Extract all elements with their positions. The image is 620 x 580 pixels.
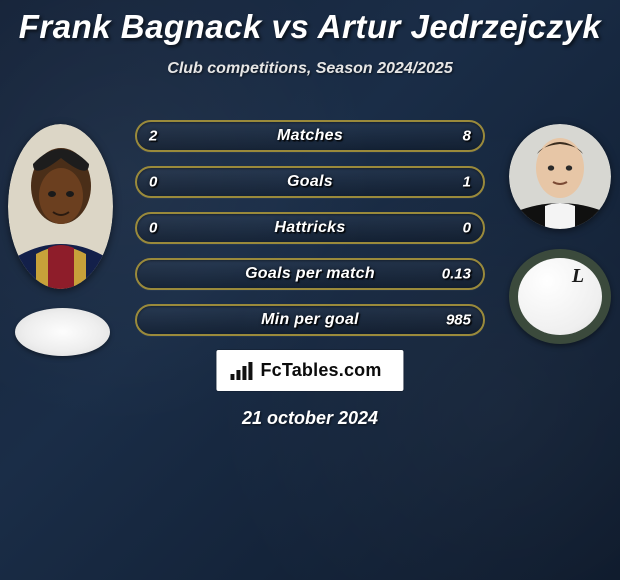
stat-row-hattricks: 0 Hattricks 0 [135, 212, 485, 244]
player2-club-badge-inner: L [518, 258, 602, 335]
stat-label: Goals per match [137, 265, 483, 283]
stat-right-value: 8 [463, 128, 471, 145]
stats-container: 2 Matches 8 0 Goals 1 0 Hattricks 0 Goal… [135, 120, 485, 350]
stat-right-value: 0.13 [442, 266, 471, 283]
stat-right-value: 0 [463, 220, 471, 237]
stat-right-value: 985 [446, 312, 471, 329]
vs-label: vs [271, 8, 309, 45]
player1-avatar-icon [8, 124, 113, 289]
bar-chart-icon [230, 362, 252, 380]
stat-label: Min per goal [137, 311, 483, 329]
player1-name: Frank Bagnack [19, 8, 262, 45]
stat-label: Goals [137, 173, 483, 191]
page-title: Frank Bagnack vs Artur Jedrzejczyk [0, 0, 620, 46]
date-label: 21 october 2024 [0, 408, 620, 429]
comparison-card: Frank Bagnack vs Artur Jedrzejczyk Club … [0, 0, 620, 580]
stat-label: Hattricks [137, 219, 483, 237]
stat-label: Matches [137, 127, 483, 145]
stat-row-goals-per-match: Goals per match 0.13 [135, 258, 485, 290]
stat-row-matches: 2 Matches 8 [135, 120, 485, 152]
player1-photo [8, 124, 113, 289]
player2-name: Artur Jedrzejczyk [318, 8, 602, 45]
player2-club-letter: L [572, 265, 584, 288]
player2-avatar-icon [509, 124, 611, 229]
stat-row-goals: 0 Goals 1 [135, 166, 485, 198]
content: Frank Bagnack vs Artur Jedrzejczyk Club … [0, 0, 620, 580]
player1-club-badge [15, 308, 110, 356]
stat-right-value: 1 [463, 174, 471, 191]
watermark-text: FcTables.com [260, 360, 381, 380]
player2-club-badge: L [509, 249, 611, 344]
subtitle: Club competitions, Season 2024/2025 [0, 60, 620, 78]
player2-photo [509, 124, 611, 229]
stat-row-min-per-goal: Min per goal 985 [135, 304, 485, 336]
watermark: FcTables.com [216, 350, 403, 391]
